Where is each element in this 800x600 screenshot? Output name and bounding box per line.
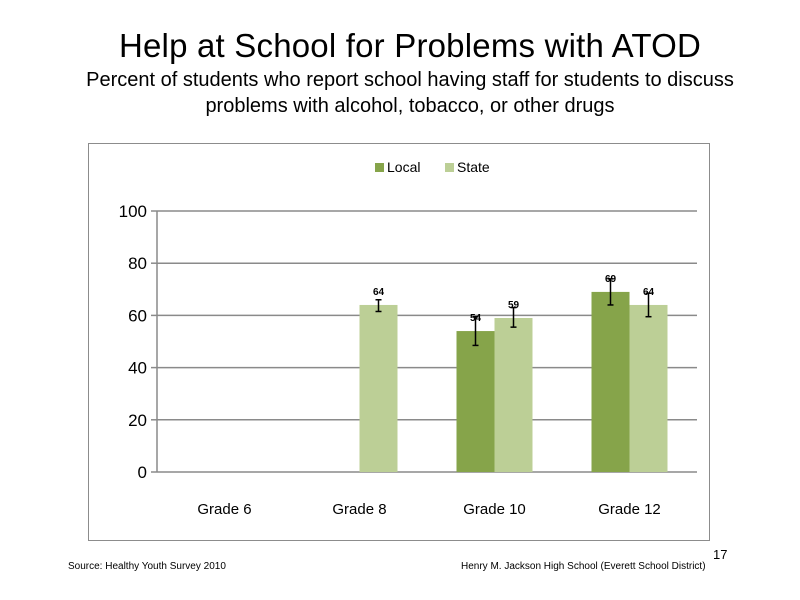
legend-label-local: Local — [387, 159, 420, 175]
bar-state — [494, 318, 533, 472]
x-tick-label: Grade 12 — [598, 501, 661, 518]
data-label: 54 — [470, 313, 482, 324]
y-tick-label: 60 — [128, 306, 147, 325]
source-note: Source: Healthy Youth Survey 2010 — [68, 561, 226, 572]
y-tick-label: 80 — [128, 254, 147, 273]
bar-local — [456, 331, 495, 472]
data-label: 64 — [373, 287, 385, 298]
y-tick-label: 100 — [119, 202, 147, 221]
slide-title: Help at School for Problems with ATOD — [118, 27, 702, 64]
slide-subtitle: Percent of students who report school ha… — [86, 69, 734, 117]
y-tick-label: 20 — [128, 411, 147, 430]
data-label: 59 — [508, 300, 520, 311]
bar-state — [359, 304, 398, 472]
bar-local — [591, 291, 630, 472]
bar-chart: 0 20 40 60 80 100 Grade 6 64 Grade 8 54 59 Grade 10… — [119, 159, 697, 518]
y-tick-label: 40 — [128, 359, 147, 378]
legend-swatch-state — [445, 163, 454, 172]
x-tick-label: Grade 8 — [332, 501, 386, 518]
legend-swatch-local — [375, 163, 384, 172]
data-label: 69 — [605, 274, 617, 285]
chart-frame: 0 20 40 60 80 100 Grade 6 64 Grade 8 54 59 Grade 10… — [88, 143, 710, 541]
x-tick-label: Grade 10 — [463, 501, 526, 518]
data-label: 64 — [643, 287, 655, 298]
legend-label-state: State — [457, 159, 490, 175]
page-number: 17 — [713, 547, 728, 562]
school-note: Henry M. Jackson High School (Everett Sc… — [461, 561, 706, 572]
bar-state — [629, 304, 668, 472]
y-tick-label: 0 — [138, 463, 147, 482]
x-tick-label: Grade 6 — [197, 501, 251, 518]
